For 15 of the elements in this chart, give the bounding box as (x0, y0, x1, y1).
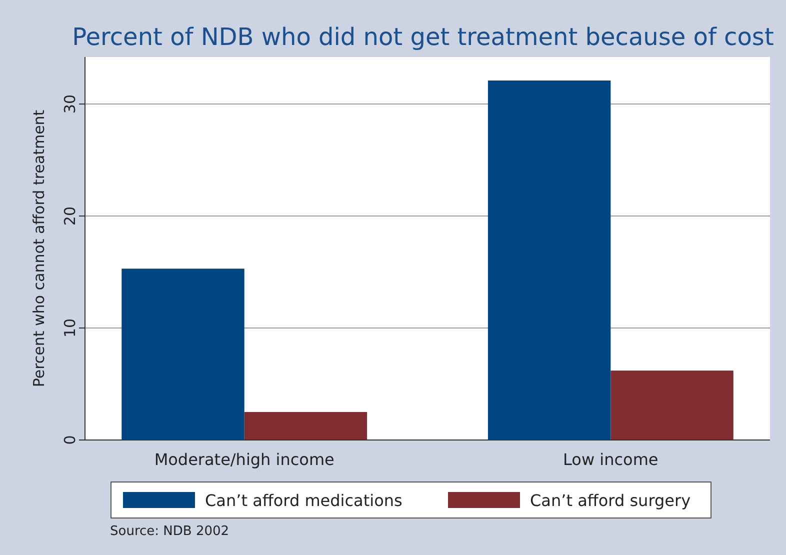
bar (610, 370, 734, 440)
y-axis-title: Percent who cannot afford treatment (30, 110, 48, 388)
legend-label: Can’t afford medications (205, 491, 402, 510)
x-tick-label: Moderate/high income (154, 450, 334, 469)
y-tick-label: 0 (61, 435, 79, 445)
source-note: Source: NDB 2002 (110, 524, 230, 539)
chart-title: Percent of NDB who did not get treatment because of cost (72, 23, 774, 51)
y-tick-label: 30 (61, 94, 79, 114)
bar (244, 412, 368, 440)
bar (122, 268, 244, 440)
legend-label: Can’t afford surgery (530, 491, 691, 510)
bar (488, 80, 611, 440)
y-tick-label: 20 (61, 206, 79, 226)
y-tick-label: 10 (61, 318, 79, 338)
x-tick-label: Low income (563, 450, 658, 469)
